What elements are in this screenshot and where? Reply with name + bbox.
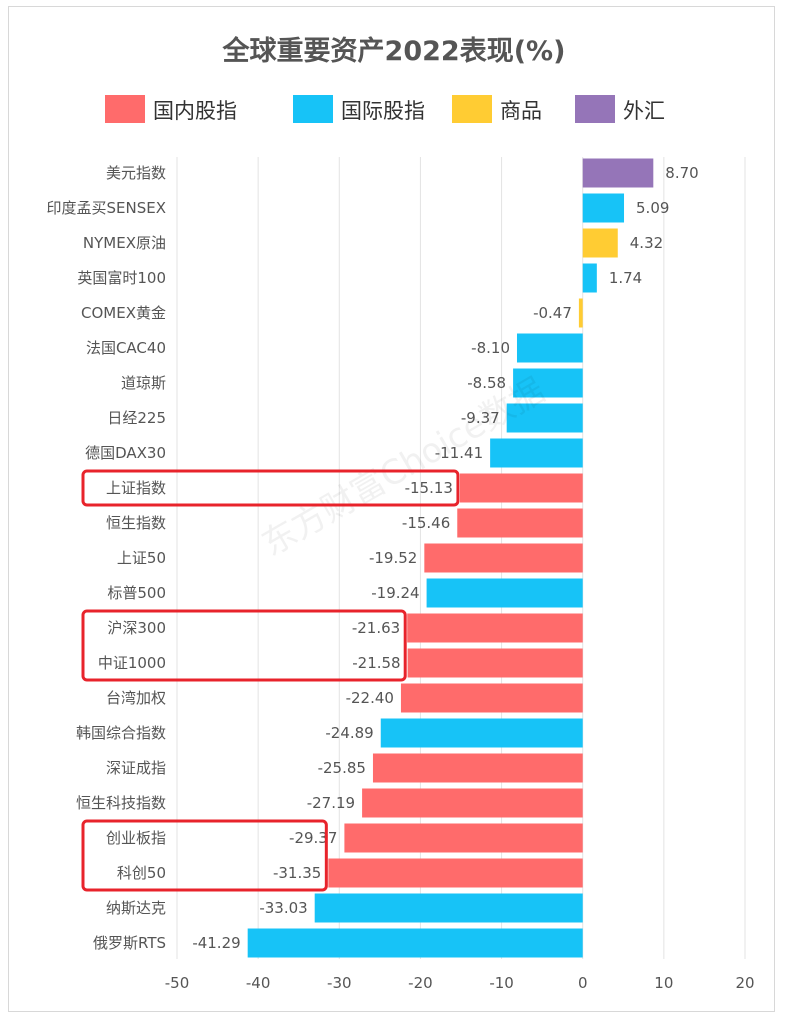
value-label-17: -25.85: [318, 759, 366, 777]
bar-8: [490, 438, 583, 468]
legend-label-3: 外汇: [623, 99, 665, 123]
category-label-5: 法国CAC40: [86, 339, 166, 357]
x-tick-label-0: -50: [165, 974, 190, 992]
category-label-13: 沪深300: [107, 619, 166, 637]
bars: [247, 158, 654, 958]
bar-13: [407, 613, 583, 643]
legend-swatch-0: [105, 95, 145, 123]
bar-21: [314, 893, 583, 923]
value-label-10: -15.46: [402, 514, 450, 532]
bar-3: [582, 263, 597, 293]
category-label-20: 科创50: [117, 864, 166, 882]
chart-frame: 全球重要资产2022表现(%) 国内股指 国际股指 商品 外汇 美元指数印度孟买SEN…: [8, 6, 775, 1012]
value-label-3: 1.74: [609, 269, 642, 287]
category-label-6: 道琼斯: [121, 374, 166, 392]
x-tick-label-3: -20: [408, 974, 433, 992]
legend: 国内股指 国际股指 商品 外汇: [105, 95, 665, 123]
value-label-21: -33.03: [259, 899, 307, 917]
category-label-3: 英国富时100: [77, 269, 166, 287]
highlight-box-0: [81, 469, 460, 507]
value-label-16: -24.89: [325, 724, 373, 742]
category-label-7: 日经225: [107, 409, 166, 427]
category-label-11: 上证50: [117, 549, 166, 567]
category-label-4: COMEX黄金: [81, 304, 166, 322]
category-label-8: 德国DAX30: [85, 444, 166, 462]
highlight-boxes: [81, 469, 460, 892]
x-tick-label-5: 0: [578, 974, 588, 992]
category-label-2: NYMEX原油: [83, 234, 166, 252]
value-label-6: -8.58: [467, 374, 506, 392]
bar-10: [457, 508, 583, 538]
category-label-17: 深证成指: [106, 759, 166, 777]
legend-swatch-3: [575, 95, 615, 123]
bar-22: [247, 928, 583, 958]
category-label-18: 恒生科技指数: [76, 794, 166, 812]
bar-16: [380, 718, 583, 748]
value-label-4: -0.47: [533, 304, 572, 322]
highlight-box-1: [81, 609, 407, 682]
category-label-9: 上证指数: [106, 479, 166, 497]
category-label-22: 俄罗斯RTS: [93, 934, 166, 952]
value-label-11: -19.52: [369, 549, 417, 567]
value-label-18: -27.19: [307, 794, 355, 812]
highlight-box-2: [81, 819, 328, 892]
legend-label-1: 国际股指: [341, 99, 425, 123]
legend-label-2: 商品: [500, 99, 542, 123]
x-tick-label-1: -40: [246, 974, 271, 992]
x-tick-label-4: -10: [489, 974, 514, 992]
bar-12: [426, 578, 583, 608]
value-label-8: -11.41: [435, 444, 483, 462]
value-labels: 8.70 5.09 4.32 1.74 -0.47 -8.10 -8.58 -9.37 -11.…: [192, 164, 698, 952]
value-label-22: -41.29: [192, 934, 240, 952]
bar-4: [578, 298, 583, 328]
bar-20: [328, 858, 583, 888]
bar-19: [344, 823, 583, 853]
category-label-16: 韩国综合指数: [76, 724, 166, 742]
bar-6: [513, 368, 583, 398]
value-label-12: -19.24: [371, 584, 419, 602]
value-label-14: -21.58: [352, 654, 400, 672]
value-label-19: -29.37: [289, 829, 337, 847]
bar-18: [362, 788, 583, 818]
x-tick-label-2: -30: [327, 974, 352, 992]
category-label-14: 中证1000: [98, 654, 166, 672]
category-label-1: 印度孟买SENSEX: [47, 199, 167, 217]
legend-swatch-1: [293, 95, 333, 123]
chart-title: 全球重要资产2022表现(%): [222, 35, 566, 67]
bar-11: [424, 543, 583, 573]
legend-label-0: 国内股指: [153, 99, 237, 123]
category-label-15: 台湾加权: [106, 689, 166, 707]
bar-9: [459, 473, 583, 503]
category-label-10: 恒生指数: [106, 514, 166, 532]
bar-7: [506, 403, 583, 433]
value-label-20: -31.35: [273, 864, 321, 882]
x-axis-ticks: -50 -40 -30 -20 -10 0 10 20: [165, 974, 755, 992]
category-label-19: 创业板指: [106, 829, 166, 847]
bar-2: [582, 228, 618, 258]
value-label-0: 8.70: [665, 164, 698, 182]
value-label-7: -9.37: [461, 409, 500, 427]
bar-15: [400, 683, 583, 713]
value-label-5: -8.10: [471, 339, 510, 357]
bar-1: [582, 193, 625, 223]
category-label-0: 美元指数: [106, 164, 166, 182]
category-label-12: 标普500: [107, 584, 166, 602]
value-label-15: -22.40: [346, 689, 394, 707]
bar-17: [372, 753, 583, 783]
value-label-13: -21.63: [352, 619, 400, 637]
category-label-21: 纳斯达克: [106, 899, 166, 917]
bar-5: [516, 333, 583, 363]
legend-swatch-2: [452, 95, 492, 123]
x-tick-label-7: 20: [735, 974, 754, 992]
value-label-9: -15.13: [405, 479, 453, 497]
bar-14: [407, 648, 583, 678]
value-label-1: 5.09: [636, 199, 669, 217]
bar-0: [582, 158, 654, 188]
bar-chart: 全球重要资产2022表现(%) 国内股指 国际股指 商品 外汇 美元指数印度孟买SEN…: [47, 35, 755, 992]
value-label-2: 4.32: [630, 234, 663, 252]
x-tick-label-6: 10: [654, 974, 673, 992]
